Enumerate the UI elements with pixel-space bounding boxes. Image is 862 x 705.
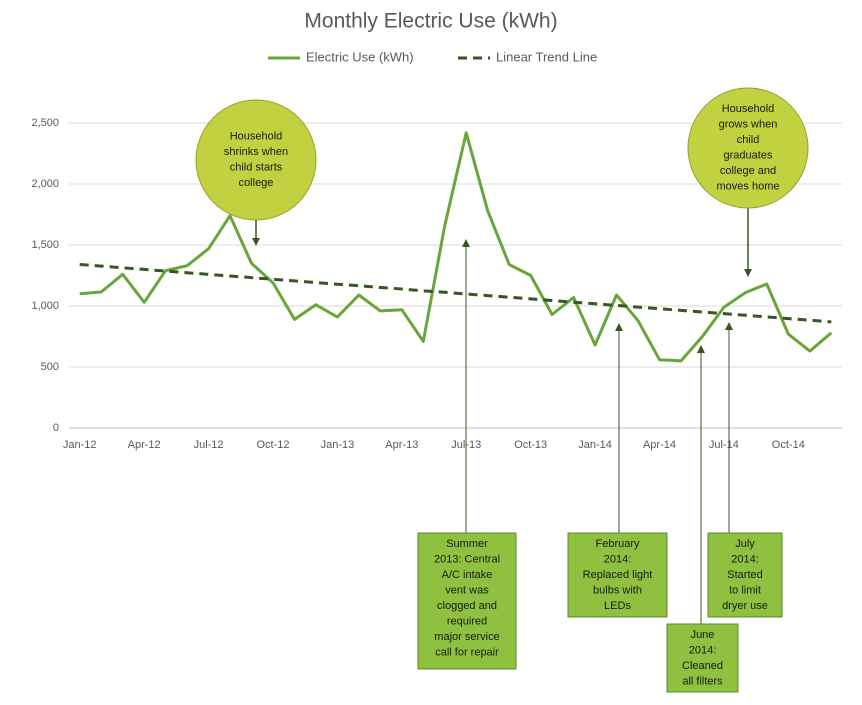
x-tick-label: Jan-13 bbox=[321, 439, 355, 451]
x-tick-label: Jul-14 bbox=[709, 439, 739, 451]
annotation-text: clogged and bbox=[437, 600, 497, 612]
data-line bbox=[79, 131, 833, 363]
annotation-text: Summer bbox=[446, 538, 488, 550]
annotation-bubble bbox=[195, 99, 317, 221]
annotation-text: major service bbox=[434, 631, 499, 643]
annotation-text: A/C intake bbox=[442, 569, 493, 581]
annotation-text: Replaced light bbox=[583, 569, 653, 581]
annotation-bubble bbox=[687, 87, 809, 209]
annotation: July 2014: Started to limit dryer use bbox=[707, 322, 783, 618]
y-tick-label: 1,500 bbox=[31, 239, 59, 251]
x-tick-label: Oct-13 bbox=[514, 439, 547, 451]
annotation-text: 2014: bbox=[604, 553, 632, 565]
x-tick-label: Oct-12 bbox=[256, 439, 289, 451]
annotation-text: college and bbox=[720, 165, 776, 177]
y-tick-label: 0 bbox=[53, 422, 59, 434]
annotation-text: moves home bbox=[717, 181, 780, 193]
annotation: Household shrinks when child starts college bbox=[195, 99, 317, 246]
x-tick-label: Apr-12 bbox=[128, 439, 161, 451]
annotation-text: July bbox=[735, 538, 755, 550]
annotation-text: vent was bbox=[445, 584, 489, 596]
legend-label: Linear Trend Line bbox=[496, 49, 597, 64]
x-tick-label: Jan-14 bbox=[578, 439, 612, 451]
y-tick-label: 2,000 bbox=[31, 178, 59, 190]
annotation-text: bulbs with bbox=[593, 584, 642, 596]
annotation-box bbox=[707, 532, 783, 618]
annotation-text: required bbox=[447, 615, 487, 627]
annotation-text: graduates bbox=[724, 150, 773, 162]
annotation-text: Cleaned bbox=[682, 660, 723, 672]
y-tick-label: 2,500 bbox=[31, 117, 59, 129]
annotation-box bbox=[567, 532, 668, 618]
annotation: June 2014: Cleaned all filters bbox=[666, 345, 739, 693]
x-tick-label: Jul-12 bbox=[194, 439, 224, 451]
x-tick-label: Apr-13 bbox=[385, 439, 418, 451]
y-tick-label: 1,000 bbox=[31, 300, 59, 312]
annotation-text: Household bbox=[722, 103, 775, 115]
annotation-text: Household bbox=[230, 131, 283, 143]
annotation-box bbox=[417, 532, 517, 670]
annotation-text: LEDs bbox=[604, 600, 631, 612]
annotation-text: all filters bbox=[682, 675, 723, 687]
annotation-text: dryer use bbox=[722, 600, 768, 612]
legend-label: Electric Use (kWh) bbox=[306, 49, 414, 64]
annotation-text: 2013: Central bbox=[434, 553, 500, 565]
x-tick-label: Jan-12 bbox=[63, 439, 97, 451]
annotation: Summer 2013: Central A/C intake vent was clo… bbox=[417, 239, 517, 670]
annotation-text: February bbox=[595, 538, 640, 550]
annotation-box bbox=[666, 623, 739, 693]
annotation-text: child bbox=[737, 134, 760, 146]
annotation-text: grows when bbox=[719, 119, 778, 131]
x-tick-label: Apr-14 bbox=[643, 439, 676, 451]
annotation-text: 2014: bbox=[731, 553, 759, 565]
annotation-text: Started bbox=[727, 569, 762, 581]
trend-line bbox=[79, 263, 832, 324]
annotation-text: shrinks when bbox=[224, 146, 288, 158]
y-tick-label: 500 bbox=[41, 361, 59, 373]
x-tick-label: Oct-14 bbox=[772, 439, 805, 451]
annotation: February 2014: Replaced light bulbs with LED… bbox=[567, 323, 668, 618]
annotation-text: college bbox=[239, 177, 274, 189]
annotation-text: child starts bbox=[230, 162, 283, 174]
annotation-text: June bbox=[691, 629, 715, 641]
annotation: Household grows when child graduates college… bbox=[687, 87, 809, 277]
annotation-text: call for repair bbox=[435, 646, 499, 658]
annotation-text: 2014: bbox=[689, 644, 717, 656]
chart-title: Monthly Electric Use (kWh) bbox=[304, 10, 557, 33]
annotation-text: to limit bbox=[729, 584, 761, 596]
